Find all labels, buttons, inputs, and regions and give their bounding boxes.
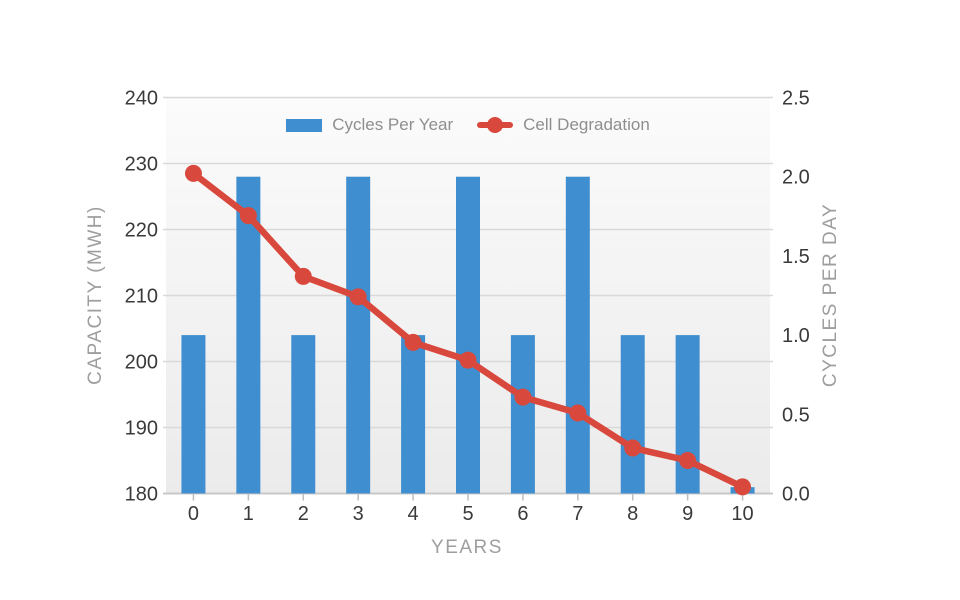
bar-year-2 xyxy=(291,335,316,494)
right-axis-tick-label: 1.5 xyxy=(782,246,810,268)
right-axis-tick-label: 1.0 xyxy=(782,325,810,347)
bar-year-7 xyxy=(565,176,590,494)
line-point-year-9 xyxy=(679,452,697,469)
right-axis-tick-label: 0.5 xyxy=(782,404,810,426)
right-axis-tick-label: 2.5 xyxy=(782,88,810,110)
right-axis-tick-label: 0.0 xyxy=(782,484,810,506)
x-axis-title: YEARS xyxy=(431,537,503,558)
line-point-year-10 xyxy=(734,478,752,496)
legend-bar-swatch xyxy=(286,118,323,132)
left-axis-tick-label: 210 xyxy=(125,286,158,308)
chart-legend: Cycles Per Year Cell Degradation xyxy=(166,112,770,138)
x-axis-tick-label: 9 xyxy=(682,503,693,525)
right-axis-tick-label: 2.0 xyxy=(782,167,810,189)
x-axis-tick-label: 4 xyxy=(408,503,419,525)
bar-year-9 xyxy=(675,335,700,494)
legend-line-swatch xyxy=(477,117,514,133)
line-point-year-1 xyxy=(239,207,257,225)
right-axis-title: CYCLES PER DAY xyxy=(820,202,841,388)
line-point-year-8 xyxy=(624,439,642,457)
x-axis-tick-label: 5 xyxy=(462,503,473,525)
x-axis-tick-label: 1 xyxy=(243,503,254,525)
legend-line-dot-icon xyxy=(487,117,504,133)
left-axis-title: CAPACITY (MWH) xyxy=(85,205,106,385)
bar-year-1 xyxy=(236,176,261,494)
line-point-year-5 xyxy=(459,351,477,369)
line-point-year-7 xyxy=(569,404,587,422)
left-axis-tick-label: 230 xyxy=(125,154,158,176)
left-axis-tick-label: 220 xyxy=(125,220,158,242)
x-axis-tick-label: 3 xyxy=(353,503,364,525)
line-point-year-6 xyxy=(514,388,532,406)
bar-year-4 xyxy=(401,335,426,494)
line-point-year-3 xyxy=(349,288,367,306)
bar-year-8 xyxy=(620,335,645,494)
line-point-year-2 xyxy=(294,267,312,285)
line-point-year-4 xyxy=(404,333,422,351)
bar-year-0 xyxy=(181,335,206,494)
left-axis-tick-label: 180 xyxy=(125,484,158,506)
x-axis-tick-label: 0 xyxy=(188,503,199,525)
bar-year-5 xyxy=(456,176,480,494)
left-axis-tick-label: 240 xyxy=(125,88,158,110)
bar-year-3 xyxy=(346,176,371,494)
x-axis-tick-label: 8 xyxy=(627,503,638,525)
x-axis-tick-label: 2 xyxy=(298,503,309,525)
line-point-year-0 xyxy=(184,164,202,182)
bar-year-6 xyxy=(510,335,535,494)
x-axis-tick-label: 7 xyxy=(572,503,583,525)
left-axis-tick-label: 200 xyxy=(125,352,158,374)
left-axis-tick-label: 190 xyxy=(125,418,158,440)
legend-label-cell-degradation: Cell Degradation xyxy=(523,115,650,134)
x-axis-tick-label: 6 xyxy=(517,503,528,525)
legend-label-cycles-per-year: Cycles Per Year xyxy=(332,115,454,134)
x-axis-tick-label: 10 xyxy=(731,503,753,525)
